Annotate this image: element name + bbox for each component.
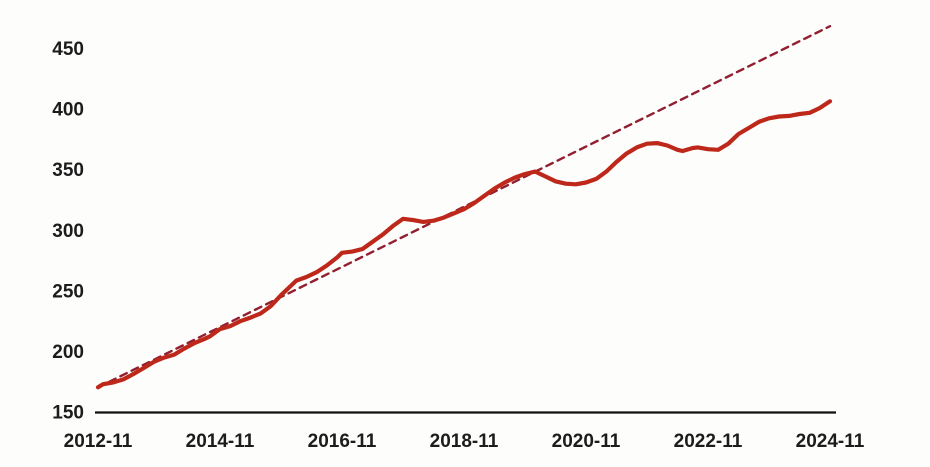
y-tick-label: 300 xyxy=(52,221,84,242)
series-linear-trend-line xyxy=(96,25,832,389)
series-actual-line xyxy=(95,99,833,390)
x-tick-label: 2022-11 xyxy=(674,431,743,452)
x-tick-label: 2018-11 xyxy=(430,431,499,452)
y-tick-label: 400 xyxy=(52,100,84,121)
y-tick-label: 250 xyxy=(52,281,84,302)
series-layer xyxy=(95,25,833,390)
y-axis-labels: 150 200 250 300 350 400 450 xyxy=(52,39,84,424)
x-tick-label: 2020-11 xyxy=(552,431,621,452)
x-tick-label: 2012-11 xyxy=(64,431,133,452)
x-axis-labels: 2012-11 2014-11 2016-11 2018-11 2020-11 2022-… xyxy=(64,431,865,452)
y-tick-label: 350 xyxy=(52,160,84,181)
x-tick-label: 2014-11 xyxy=(186,431,255,452)
x-tick-label: 2024-11 xyxy=(796,431,865,452)
y-tick-label: 450 xyxy=(52,39,84,60)
x-tick-label: 2016-11 xyxy=(308,431,377,452)
y-tick-label: 150 xyxy=(52,403,84,424)
y-tick-label: 200 xyxy=(52,342,84,363)
